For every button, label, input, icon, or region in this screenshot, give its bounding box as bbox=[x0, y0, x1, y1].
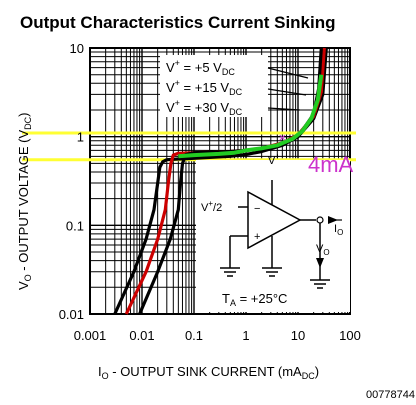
x-tick-label: 0.01 bbox=[129, 328, 154, 343]
y-tick-label: 0.01 bbox=[59, 307, 84, 322]
y-axis-label: VO - OUTPUT VOLTAGE (VDC) bbox=[16, 113, 33, 291]
schematic: V+ V+/2 − + IO VO TA = +25°C bbox=[196, 152, 350, 312]
tick-labels: 0.001 0.01 0.1 1 10 100 10 1 0.1 0.01 bbox=[59, 41, 361, 343]
marker-label: 4mA bbox=[308, 152, 354, 177]
marker-x: × bbox=[279, 130, 287, 145]
output-node bbox=[316, 216, 324, 224]
x-axis-label: IO - OUTPUT SINK CURRENT (mADC) bbox=[98, 364, 319, 381]
x-tick-label: 100 bbox=[339, 328, 361, 343]
vo-arrow bbox=[316, 258, 324, 268]
vo-label: VO bbox=[316, 243, 330, 257]
temperature-label: TA = +25°C bbox=[222, 291, 287, 308]
ground-symbols bbox=[220, 267, 330, 289]
x-tick-label: 1 bbox=[242, 328, 249, 343]
input-label: V+/2 bbox=[201, 199, 222, 214]
x-tick-label: 0.001 bbox=[74, 328, 107, 343]
io-label: IO bbox=[334, 223, 343, 237]
y-tick-label: 10 bbox=[70, 41, 84, 56]
curves bbox=[113, 47, 328, 315]
legend-arrows bbox=[267, 67, 309, 111]
legend-entry: V+ = +5 VDC bbox=[166, 58, 235, 77]
y-tick-label: 0.1 bbox=[66, 218, 84, 233]
opamp-triangle bbox=[247, 190, 302, 250]
x-tick-label: 0.1 bbox=[185, 328, 203, 343]
vplus-label: V+ bbox=[268, 152, 280, 167]
schematic-background bbox=[196, 160, 350, 312]
y-tick-label: 1 bbox=[77, 130, 84, 145]
legend-background bbox=[160, 55, 268, 117]
figure-id: 00778744 bbox=[366, 389, 415, 401]
series-line-highlight bbox=[178, 74, 324, 159]
x-tick-label: 10 bbox=[291, 328, 305, 343]
legend-entry: V+ = +15 VDC bbox=[166, 78, 243, 97]
minus-sign: − bbox=[254, 203, 260, 215]
plus-sign: + bbox=[254, 231, 260, 243]
chart-title: Output Characteristics Current Sinking bbox=[20, 13, 336, 32]
legend-entry: V+ = +30 VDC bbox=[166, 98, 243, 117]
